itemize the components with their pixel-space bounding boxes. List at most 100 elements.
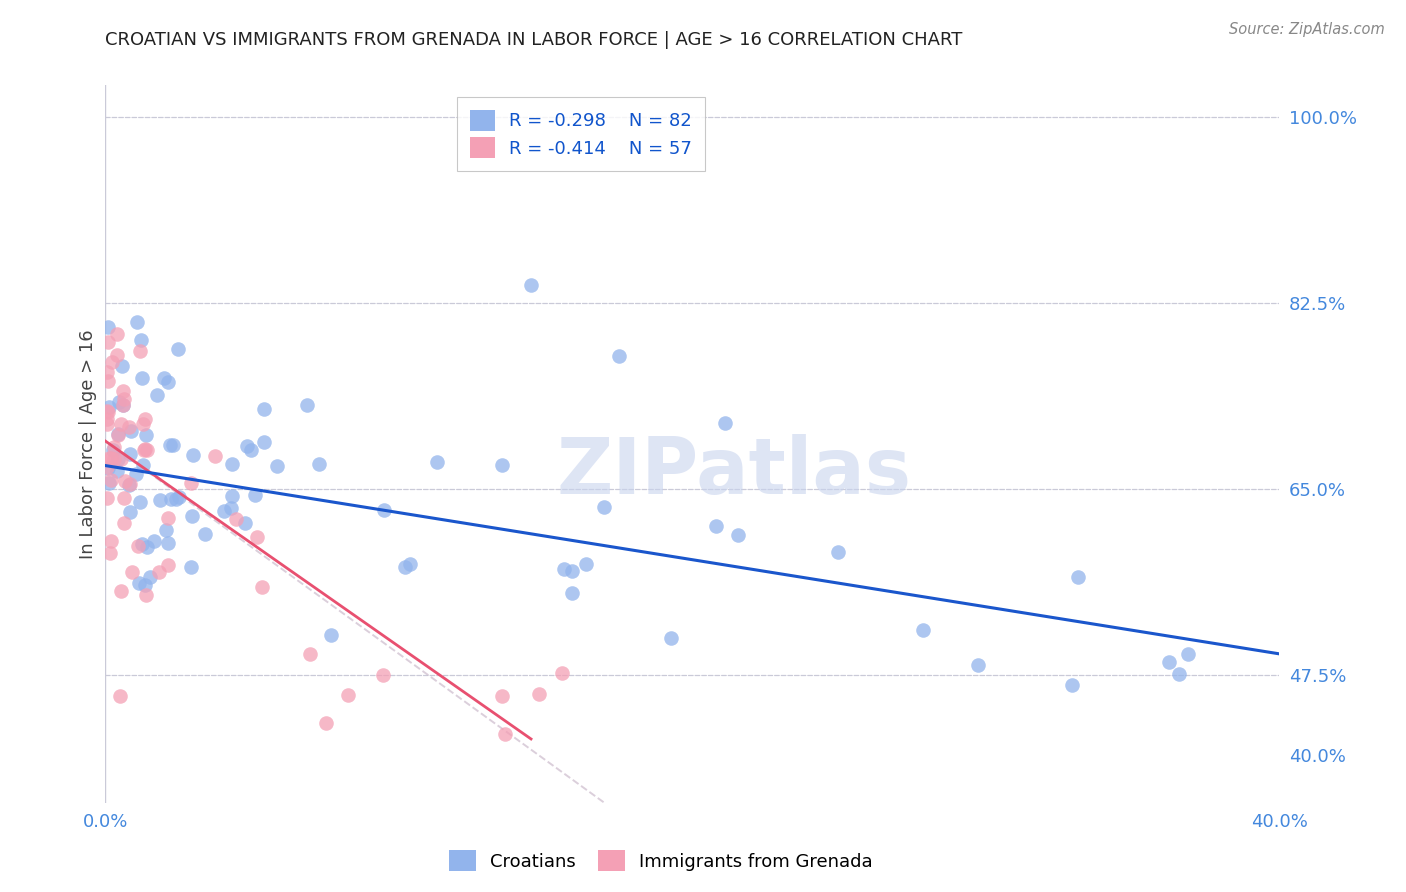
- Point: [97, 374, 120, 388]
- Text: ZIPatlas: ZIPatlas: [555, 434, 911, 510]
- Y-axis label: In Labor Force | Age > 16: In Labor Force | Age > 16: [79, 329, 97, 558]
- Point: [166, 343, 188, 357]
- Point: [118, 420, 141, 434]
- Point: [593, 500, 616, 514]
- Point: [204, 449, 226, 463]
- Point: [714, 416, 737, 430]
- Point: [1067, 570, 1090, 584]
- Point: [112, 398, 135, 412]
- Point: [233, 516, 256, 531]
- Point: [107, 426, 129, 441]
- Point: [561, 585, 583, 599]
- Point: [911, 623, 934, 637]
- Point: [142, 534, 165, 549]
- Point: [100, 533, 122, 548]
- Point: [162, 438, 184, 452]
- Point: [181, 448, 204, 462]
- Point: [180, 559, 202, 574]
- Point: [127, 539, 149, 553]
- Point: [131, 371, 153, 385]
- Point: [575, 558, 598, 572]
- Point: [239, 442, 262, 457]
- Point: [96, 404, 118, 418]
- Point: [105, 464, 128, 478]
- Point: [111, 398, 134, 412]
- Point: [1177, 647, 1199, 661]
- Point: [105, 326, 128, 341]
- Point: [118, 478, 141, 492]
- Point: [246, 530, 269, 544]
- Point: [336, 688, 359, 702]
- Point: [253, 434, 276, 449]
- Point: [167, 490, 190, 504]
- Point: [135, 442, 157, 457]
- Point: [110, 417, 132, 431]
- Point: [148, 566, 170, 580]
- Point: [100, 451, 122, 466]
- Point: [108, 690, 131, 704]
- Point: [221, 489, 243, 503]
- Point: [266, 458, 288, 473]
- Point: [560, 564, 582, 578]
- Point: [129, 334, 152, 348]
- Point: [121, 565, 143, 579]
- Point: [98, 546, 121, 560]
- Point: [110, 452, 132, 467]
- Point: [308, 457, 330, 471]
- Text: CROATIAN VS IMMIGRANTS FROM GRENADA IN LABOR FORCE | AGE > 16 CORRELATION CHART: CROATIAN VS IMMIGRANTS FROM GRENADA IN L…: [105, 31, 963, 49]
- Point: [138, 570, 160, 584]
- Point: [105, 348, 128, 362]
- Point: [100, 355, 122, 369]
- Point: [225, 512, 247, 526]
- Point: [706, 518, 728, 533]
- Point: [155, 523, 177, 537]
- Point: [97, 335, 120, 350]
- Point: [607, 349, 630, 363]
- Point: [103, 451, 125, 466]
- Point: [253, 401, 276, 416]
- Point: [553, 562, 575, 576]
- Point: [135, 588, 157, 602]
- Point: [426, 455, 449, 469]
- Point: [111, 359, 134, 373]
- Point: [112, 491, 135, 506]
- Point: [98, 451, 121, 466]
- Point: [491, 458, 513, 473]
- Point: [156, 536, 179, 550]
- Point: [180, 476, 202, 491]
- Point: [129, 343, 152, 358]
- Point: [97, 405, 120, 419]
- Point: [494, 726, 516, 740]
- Point: [295, 398, 318, 412]
- Point: [236, 439, 259, 453]
- Point: [120, 506, 142, 520]
- Point: [128, 575, 150, 590]
- Point: [125, 467, 148, 481]
- Point: [520, 277, 543, 292]
- Point: [212, 504, 235, 518]
- Point: [97, 461, 120, 475]
- Point: [134, 411, 156, 425]
- Point: [107, 427, 129, 442]
- Point: [134, 442, 156, 456]
- Point: [101, 443, 124, 458]
- Point: [118, 447, 141, 461]
- Point: [136, 541, 159, 555]
- Point: [321, 628, 343, 642]
- Point: [96, 460, 118, 475]
- Point: [527, 687, 550, 701]
- Point: [299, 647, 322, 661]
- Point: [120, 424, 142, 438]
- Point: [491, 690, 513, 704]
- Point: [827, 545, 849, 559]
- Point: [243, 488, 266, 502]
- Point: [111, 384, 134, 399]
- Point: [727, 528, 749, 542]
- Point: [118, 476, 141, 491]
- Point: [96, 411, 118, 425]
- Point: [221, 457, 243, 471]
- Point: [131, 537, 153, 551]
- Point: [1159, 655, 1181, 669]
- Text: Source: ZipAtlas.com: Source: ZipAtlas.com: [1229, 22, 1385, 37]
- Point: [135, 428, 157, 442]
